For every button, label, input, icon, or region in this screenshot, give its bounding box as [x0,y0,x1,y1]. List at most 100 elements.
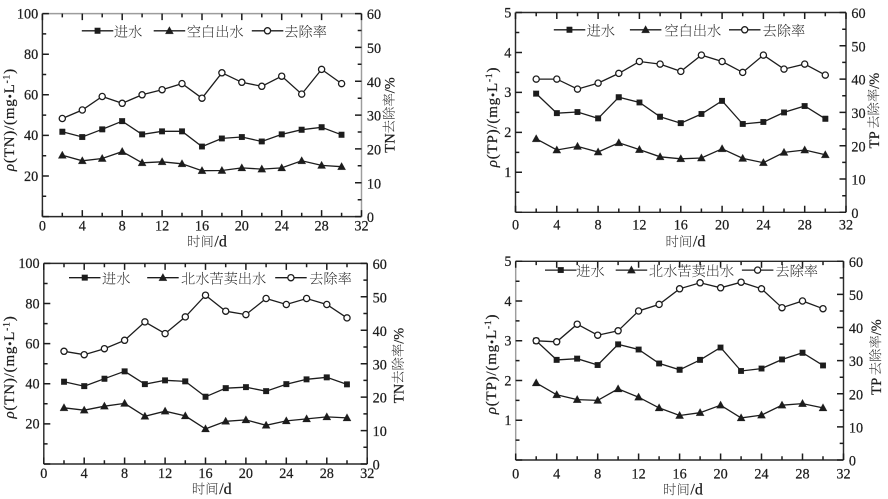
svg-text:40: 40 [367,75,381,91]
svg-text:0: 0 [851,206,858,222]
svg-text:40: 40 [25,377,39,393]
svg-text:20: 20 [715,217,729,233]
svg-text:/d: /d [219,481,231,498]
svg-text:/%: /% [382,77,398,93]
svg-text:12: 12 [158,466,172,482]
svg-text:24: 24 [754,467,768,483]
svg-text:12: 12 [632,467,646,483]
svg-text:20: 20 [235,219,249,235]
svg-text:TP: TP [869,378,885,395]
svg-text:32: 32 [839,217,853,233]
svg-text:4: 4 [504,294,511,310]
svg-text:20: 20 [24,169,38,185]
svg-text:80: 80 [24,47,38,63]
svg-text:40: 40 [24,128,38,144]
svg-text:4: 4 [553,217,560,233]
svg-text:60: 60 [25,336,39,352]
svg-text:ρ(TN)/(mg•L-1): ρ(TN)/(mg•L-1) [2,68,18,172]
svg-text:24: 24 [279,466,293,482]
svg-text:ρ(TN)/(mg•L-1): ρ(TN)/(mg•L-1) [2,315,18,419]
svg-text:20: 20 [373,391,387,407]
svg-text:/%: /% [867,73,883,89]
svg-text:16: 16 [673,467,687,483]
svg-text:60: 60 [849,255,863,271]
svg-text:100: 100 [18,256,39,272]
svg-text:12: 12 [155,219,169,235]
svg-text:0: 0 [373,458,380,474]
svg-text:0: 0 [512,467,519,483]
svg-text:24: 24 [756,217,770,233]
svg-text:4: 4 [81,466,88,482]
svg-text:32: 32 [354,219,368,235]
svg-text:10: 10 [851,173,865,189]
svg-text:8: 8 [594,467,601,483]
svg-text:20: 20 [714,467,728,483]
svg-text:30: 30 [851,106,865,122]
svg-text:20: 20 [849,387,863,403]
svg-text:60: 60 [851,6,865,22]
svg-text:ρ(TP)/(mg•L-1): ρ(TP)/(mg•L-1) [485,67,501,169]
svg-text:2: 2 [504,125,511,141]
svg-text:20: 20 [851,139,865,155]
svg-text:8: 8 [121,466,128,482]
svg-text:0: 0 [367,210,374,226]
svg-text:20: 20 [239,466,253,482]
svg-text:8: 8 [595,217,602,233]
svg-text:40: 40 [373,324,387,340]
svg-text:30: 30 [849,354,863,370]
svg-text:5: 5 [504,254,511,270]
svg-text:TN: TN [382,133,398,153]
svg-text:3: 3 [504,85,511,101]
svg-text:4: 4 [504,45,511,61]
svg-text:40: 40 [851,73,865,89]
svg-text:4: 4 [553,467,560,483]
svg-text:60: 60 [24,88,38,104]
svg-text:1: 1 [504,413,511,429]
svg-text:60: 60 [367,7,381,23]
svg-text:1: 1 [504,165,511,181]
svg-text:8: 8 [119,219,126,235]
svg-text:100: 100 [17,6,38,22]
svg-text:10: 10 [367,176,381,192]
svg-text:4: 4 [79,219,86,235]
svg-text:60: 60 [373,257,387,273]
svg-text:28: 28 [315,219,329,235]
svg-text:30: 30 [367,109,381,125]
svg-text:30: 30 [373,357,387,373]
svg-text:0: 0 [512,217,519,233]
svg-text:2: 2 [504,373,511,389]
svg-text:16: 16 [198,466,212,482]
svg-text:5: 5 [504,5,511,21]
svg-text:20: 20 [25,417,39,433]
svg-text:0: 0 [39,219,46,235]
svg-text:/d: /d [693,234,705,251]
svg-text:32: 32 [360,466,374,482]
svg-text:40: 40 [849,321,863,337]
svg-text:20: 20 [367,143,381,159]
svg-text:28: 28 [798,217,812,233]
svg-text:3: 3 [504,334,511,350]
svg-text:0: 0 [849,454,856,470]
svg-text:28: 28 [795,467,809,483]
svg-text:/%: /% [869,319,885,335]
svg-text:50: 50 [851,39,865,55]
svg-text:24: 24 [275,219,289,235]
svg-text:/d: /d [214,233,226,250]
svg-text:ρ(TP)/(mg•L-1): ρ(TP)/(mg•L-1) [484,314,500,416]
svg-text:16: 16 [195,219,209,235]
svg-text:50: 50 [373,290,387,306]
svg-text:50: 50 [367,41,381,57]
svg-text:12: 12 [632,217,646,233]
svg-text:32: 32 [836,467,850,483]
svg-text:0: 0 [40,466,47,482]
svg-text:80: 80 [25,296,39,312]
svg-text:/d: /d [690,482,702,499]
svg-text:10: 10 [373,424,387,440]
svg-text:28: 28 [320,466,334,482]
svg-text:/%: /% [391,328,407,344]
svg-text:TN: TN [391,384,407,404]
svg-text:10: 10 [849,421,863,437]
svg-text:50: 50 [849,288,863,304]
svg-text:TP: TP [867,131,883,148]
svg-text:16: 16 [674,217,688,233]
